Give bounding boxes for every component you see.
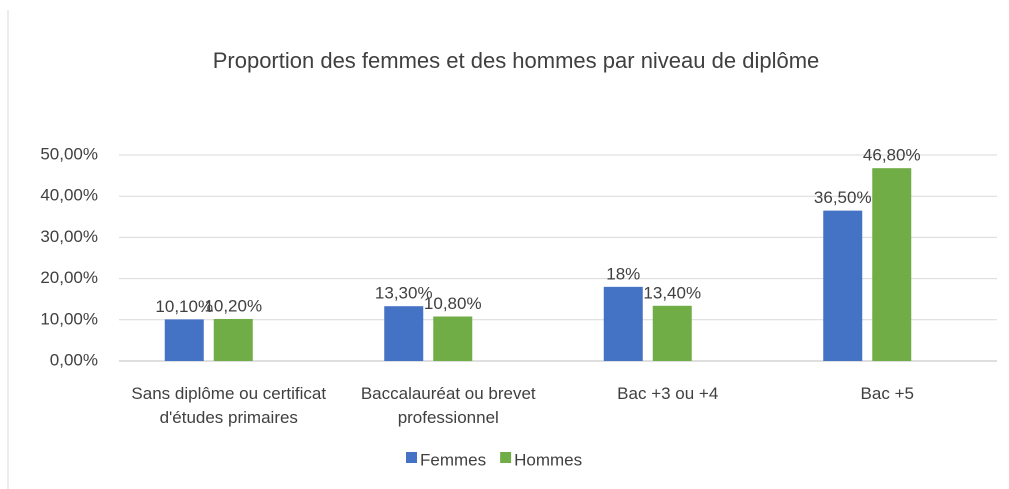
data-label: 10,10% [155,297,213,316]
data-label: 13,40% [643,283,701,302]
bar [213,318,253,361]
x-tick-label: Bac +5 [860,384,914,403]
legend-label: Hommes [514,450,582,469]
data-label: 13,30% [375,284,433,303]
data-label: 18% [606,264,640,283]
bar [823,210,863,361]
bar [872,168,912,361]
legend-label: Femmes [420,450,486,469]
y-tick-label: 40,00% [40,186,98,205]
x-tick-label: Baccalauréat ou brevet professionnel [360,384,536,427]
bar [164,319,204,361]
y-tick-label: 10,00% [40,309,98,328]
bar [603,286,643,361]
bar [433,316,473,361]
data-label: 10,80% [424,294,482,313]
bar [384,306,424,361]
data-label: 10,20% [204,296,262,315]
y-tick-label: 30,00% [40,227,98,246]
bar [652,305,692,361]
y-tick-label: 20,00% [40,268,98,287]
x-tick-label: Sans diplôme ou certificat d'études prim… [131,384,327,427]
legend-swatch [406,452,417,463]
y-tick-label: 50,00% [40,144,98,163]
legend-swatch [500,452,512,463]
x-tick-label: Bac +3 ou +4 [617,384,719,403]
y-tick-label: 0,00% [50,350,98,369]
data-label: 46,80% [863,146,921,165]
chart-title: Proportion des femmes et des hommes par … [213,48,820,73]
data-label: 36,50% [814,188,872,207]
